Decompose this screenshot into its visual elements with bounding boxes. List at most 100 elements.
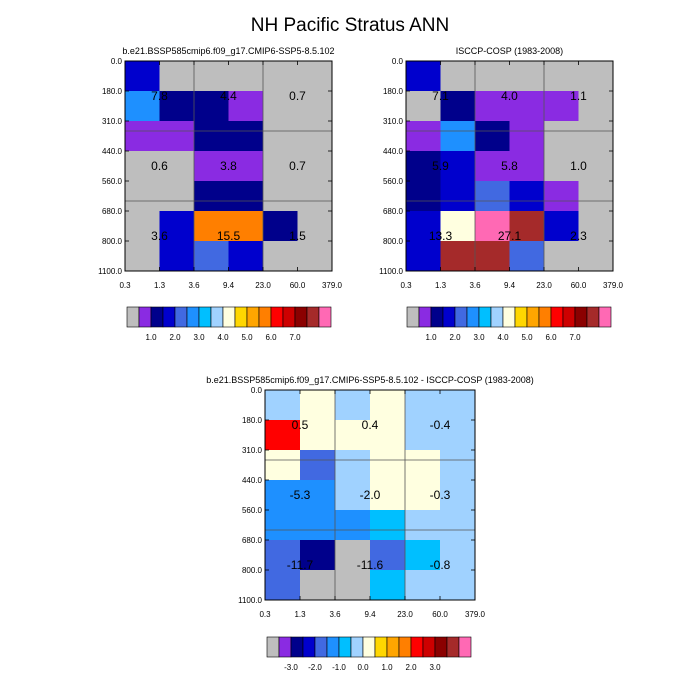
colorbar-label: 7.0 [289, 333, 301, 342]
heatmap-cell [297, 241, 333, 272]
colorbar-label: 0.0 [357, 663, 369, 672]
heatmap-cell [335, 450, 371, 481]
heatmap-cell [544, 211, 579, 242]
heatmap-cell [440, 510, 476, 541]
x-tick-label: 1.3 [154, 281, 166, 290]
colorbar-swatch [234, 306, 248, 328]
colorbar-swatch [374, 636, 388, 658]
colorbar-swatch [514, 306, 528, 328]
colorbar-swatch [446, 636, 460, 658]
heatmap-cell [228, 151, 264, 182]
heatmap-cell [159, 91, 195, 122]
heatmap-cell [544, 181, 579, 212]
y-tick-label: 1100.0 [238, 596, 262, 605]
colorbar-label: 1.0 [145, 333, 157, 342]
y-tick-label: 1100.0 [98, 267, 122, 276]
heatmap-cell [194, 61, 229, 92]
heatmap-cell [509, 151, 545, 182]
heatmap-cell [509, 121, 545, 152]
colorbar-swatch [222, 306, 236, 328]
heatmap-cell [125, 91, 160, 122]
block-value-label: 7.1 [432, 89, 449, 103]
block-value-label: -5.3 [290, 488, 311, 502]
heatmap-cell [544, 121, 579, 152]
panel-title: b.e21.BSSP585cmip6.f09_g17.CMIP6-SSP5-8.… [206, 375, 534, 385]
heatmap-cell [159, 181, 195, 212]
heatmap-cell [125, 121, 160, 152]
colorbar-swatch [418, 306, 432, 328]
y-tick-label: 800.0 [242, 566, 263, 575]
colorbar-label: 2.0 [169, 333, 181, 342]
colorbar-label: 6.0 [265, 333, 277, 342]
block-value-label: 0.7 [289, 159, 306, 173]
colorbar-label: 3.0 [429, 663, 441, 672]
colorbar-label: 4.0 [497, 333, 509, 342]
block-value-label: -2.0 [360, 488, 381, 502]
heatmap-cell [406, 151, 441, 182]
y-tick-label: 0.0 [251, 386, 263, 395]
colorbar-swatch [490, 306, 504, 328]
heatmap-cell [125, 61, 160, 92]
y-tick-label: 680.0 [102, 207, 123, 216]
heatmap-cell [440, 91, 476, 122]
heatmap-cell [578, 181, 614, 212]
heatmap-cell [228, 241, 264, 272]
heatmap-cell [440, 151, 476, 182]
block-value-label: 3.6 [151, 229, 168, 243]
y-tick-label: 800.0 [102, 237, 123, 246]
colorbar-label: 2.0 [449, 333, 461, 342]
heatmap-cell [440, 480, 476, 511]
colorbar-swatch [210, 306, 224, 328]
heatmap-cell [440, 450, 476, 481]
x-tick-label: 379.0 [603, 281, 624, 290]
heatmap-cell [370, 570, 406, 601]
y-tick-label: 0.0 [111, 57, 123, 66]
colorbar-swatch [410, 636, 424, 658]
colorbar-label: 3.0 [473, 333, 485, 342]
heatmap-cell [194, 121, 229, 152]
block-value-label: -11.6 [357, 558, 384, 572]
heatmap-cell [544, 91, 579, 122]
heatmap-cell [440, 241, 476, 272]
heatmap-cell [228, 211, 264, 242]
y-tick-label: 310.0 [242, 446, 263, 455]
y-tick-label: 180.0 [242, 416, 263, 425]
colorbar-swatch [306, 306, 320, 328]
heatmap-cell [228, 91, 264, 122]
x-tick-label: 379.0 [465, 610, 486, 619]
heatmap-cell [228, 181, 264, 212]
heatmap-cell [578, 61, 614, 92]
block-value-label: 15.5 [217, 229, 241, 243]
colorbar-label: 7.0 [569, 333, 581, 342]
colorbar-label: 3.0 [193, 333, 205, 342]
heatmap-cell [509, 181, 545, 212]
colorbar-swatch [350, 636, 364, 658]
colorbar-swatch [314, 636, 328, 658]
heatmap-cell [578, 91, 614, 122]
colorbar-label: 4.0 [217, 333, 229, 342]
colorbar-label: -1.0 [332, 663, 346, 672]
heatmap-cell [405, 420, 441, 451]
heatmap-cell [370, 390, 406, 421]
colorbar-swatch [442, 306, 456, 328]
y-tick-label: 680.0 [383, 207, 404, 216]
heatmap-cell [406, 241, 441, 272]
heatmap-cell [405, 510, 441, 541]
heatmap-cell [405, 450, 441, 481]
heatmap-cell [335, 390, 371, 421]
block-value-label: -0.4 [430, 418, 451, 432]
colorbar-swatch [562, 306, 576, 328]
colorbar-swatch [454, 306, 468, 328]
colorbar-label: 2.0 [405, 663, 417, 672]
heatmap-cell [406, 121, 441, 152]
heatmap-cell [406, 211, 441, 242]
heatmap-cell [125, 241, 160, 272]
colorbar-swatch [270, 306, 284, 328]
colorbar-label: -2.0 [308, 663, 322, 672]
heatmap-cell [370, 540, 406, 571]
colorbar-swatch [458, 636, 472, 658]
block-value-label: 1.5 [289, 229, 306, 243]
colorbar-swatch [478, 306, 492, 328]
colorbar-swatch [162, 306, 176, 328]
